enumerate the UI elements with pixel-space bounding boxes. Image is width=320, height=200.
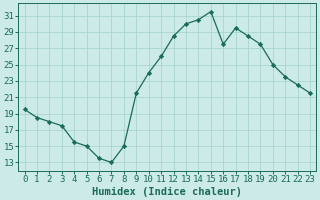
X-axis label: Humidex (Indice chaleur): Humidex (Indice chaleur): [92, 186, 242, 197]
